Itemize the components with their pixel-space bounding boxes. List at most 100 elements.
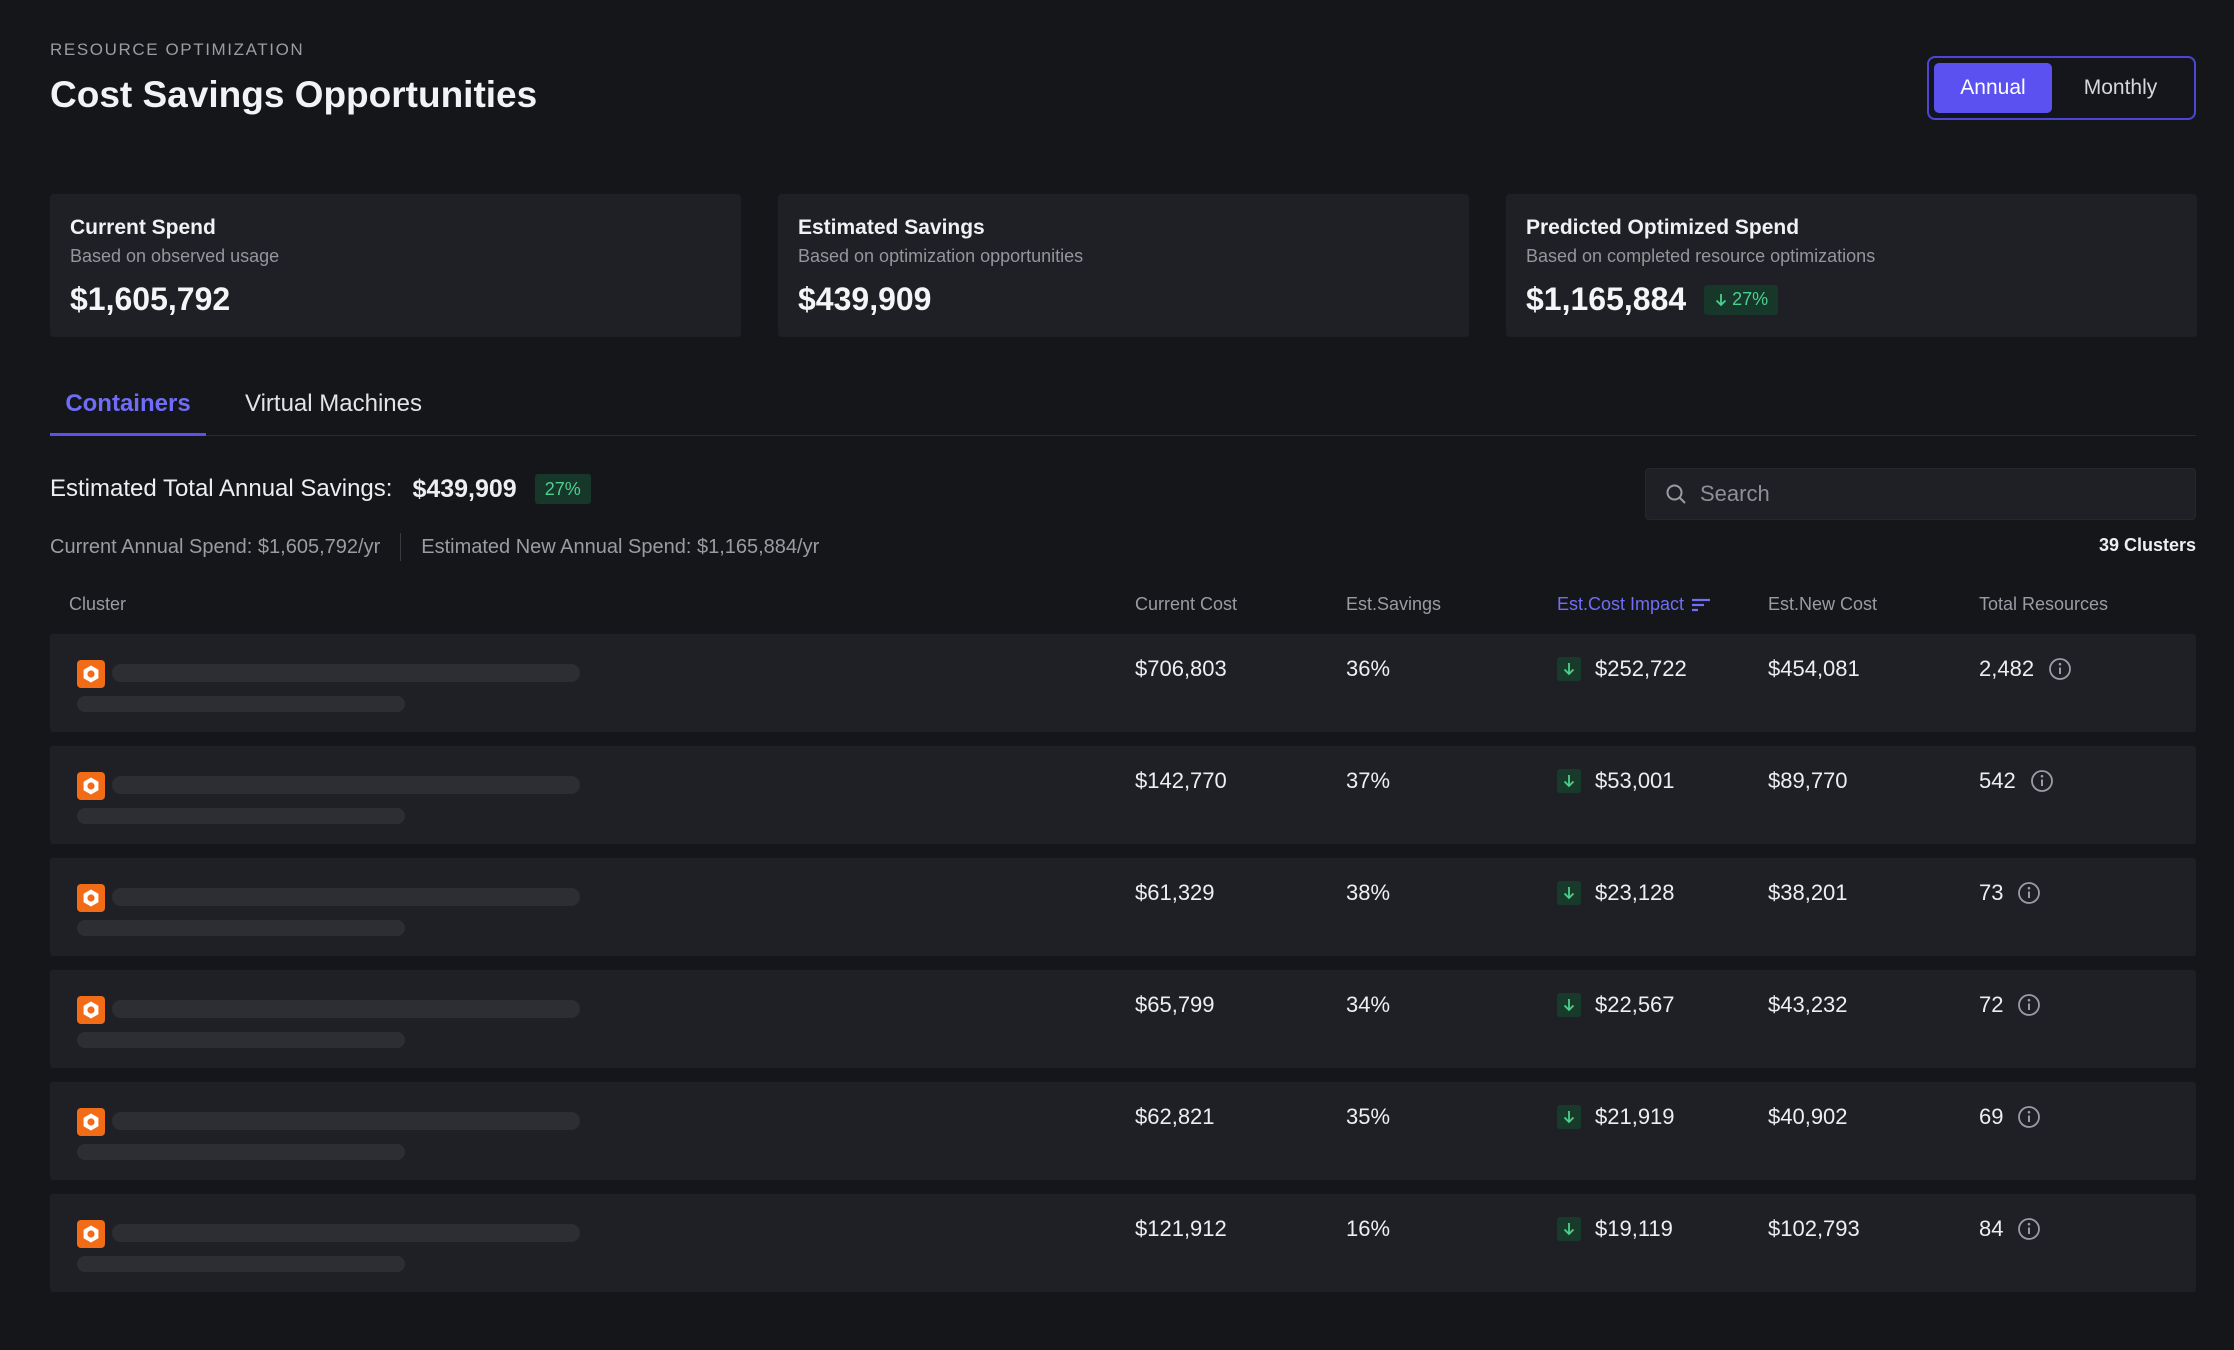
- arrow-down-icon: [1563, 999, 1575, 1012]
- impact-down-chip: [1557, 657, 1581, 681]
- impact-value: $53,001: [1595, 768, 1675, 793]
- resources-value: 73: [1979, 880, 2004, 905]
- card-title: Estimated Savings: [798, 216, 985, 239]
- cluster-icon: [77, 996, 105, 1024]
- total-savings-label: Estimated Total Annual Savings:: [50, 475, 393, 502]
- current-annual-spend: Current Annual Spend: $1,605,792/yr: [50, 535, 381, 558]
- impact-value: $22,567: [1595, 992, 1675, 1017]
- sort-descending-icon: [1692, 598, 1711, 611]
- current-cost-cell: $65,799: [1135, 992, 1215, 1017]
- column-header-est-cost-impact[interactable]: Est.Cost Impact: [1557, 594, 1712, 615]
- spend-summary: Current Annual Spend: $1,605,792/yr Esti…: [50, 533, 819, 561]
- current-cost-cell: $706,803: [1135, 656, 1227, 681]
- column-header-current-cost[interactable]: Current Cost: [1135, 594, 1238, 614]
- impact-down-chip: [1557, 1217, 1581, 1241]
- est-new-cost-cell: $89,770: [1768, 768, 1848, 793]
- cluster-icon: [77, 660, 105, 688]
- resources-value: 542: [1979, 768, 2016, 793]
- card-value: $1,165,884 27%: [1526, 281, 2177, 318]
- table-row[interactable]: $62,821 35% $21,919 $40,902 69: [50, 1082, 2196, 1180]
- current-cost-cell: $142,770: [1135, 768, 1227, 793]
- tab-containers[interactable]: Containers: [50, 380, 206, 436]
- table-row[interactable]: $121,912 16% $19,119 $102,793 84: [50, 1194, 2196, 1292]
- cluster-name-placeholder: [112, 1000, 580, 1018]
- column-header-cluster[interactable]: Cluster: [69, 594, 127, 614]
- cluster-detail-placeholder: [77, 696, 405, 712]
- new-annual-spend: Estimated New Annual Spend: $1,165,884/y…: [421, 535, 820, 558]
- card-title: Current Spend: [70, 216, 216, 239]
- total-resources-cell: 72: [1979, 992, 2041, 1018]
- info-icon[interactable]: [2017, 1105, 2041, 1129]
- gear-icon: [83, 1225, 99, 1243]
- impact-value: $23,128: [1595, 880, 1675, 905]
- search-box: [1645, 468, 2196, 520]
- card-value-text: $439,909: [798, 281, 932, 317]
- period-toggle: Annual Monthly: [1927, 56, 2196, 120]
- card-value: $1,605,792: [70, 281, 721, 318]
- gear-icon: [83, 1113, 99, 1131]
- impact-down-chip: [1557, 881, 1581, 905]
- total-resources-cell: 84: [1979, 1216, 2041, 1242]
- table-row[interactable]: $142,770 37% $53,001 $89,770 542: [50, 746, 2196, 844]
- table-row[interactable]: $61,329 38% $23,128 $38,201 73: [50, 858, 2196, 956]
- est-cost-impact-cell: $19,119: [1557, 1216, 1673, 1242]
- tab-virtual-machines[interactable]: Virtual Machines: [245, 390, 422, 417]
- est-new-cost-cell: $43,232: [1768, 992, 1848, 1017]
- table-row[interactable]: $65,799 34% $22,567 $43,232 72: [50, 970, 2196, 1068]
- search-input[interactable]: [1700, 481, 2180, 507]
- monthly-toggle-button[interactable]: Monthly: [2083, 76, 2158, 99]
- total-resources-cell: 542: [1979, 768, 2054, 794]
- total-savings-badge: 27%: [534, 474, 591, 504]
- total-resources-cell: 2,482: [1979, 656, 2072, 682]
- annual-toggle-button[interactable]: Annual: [1934, 63, 2052, 113]
- card-value-text: $1,165,884: [1526, 281, 1687, 317]
- cluster-icon: [77, 1220, 105, 1248]
- total-resources-cell: 69: [1979, 1104, 2041, 1130]
- card-subtitle: Based on observed usage: [70, 246, 280, 266]
- info-icon[interactable]: [2048, 657, 2072, 681]
- card-value: $439,909: [798, 281, 1449, 318]
- column-header-est-new-cost[interactable]: Est.New Cost: [1768, 594, 1878, 614]
- cluster-name-placeholder: [112, 776, 580, 794]
- column-header-est-savings[interactable]: Est.Savings: [1346, 594, 1442, 614]
- estimated-savings-card: Estimated Savings Based on optimization …: [778, 194, 1469, 337]
- card-subtitle: Based on optimization opportunities: [798, 246, 1084, 266]
- info-icon[interactable]: [2030, 769, 2054, 793]
- info-icon[interactable]: [2017, 1217, 2041, 1241]
- cluster-detail-placeholder: [77, 1256, 405, 1272]
- est-savings-cell: 16%: [1346, 1216, 1391, 1241]
- gear-icon: [83, 665, 99, 683]
- card-title: Predicted Optimized Spend: [1526, 216, 1800, 239]
- search-icon: [1666, 484, 1686, 504]
- cluster-name-placeholder: [112, 664, 580, 682]
- cluster-detail-placeholder: [77, 1144, 405, 1160]
- cluster-name-placeholder: [112, 1224, 580, 1242]
- reduction-badge: 27%: [1704, 284, 1779, 315]
- arrow-down-icon: [1563, 1223, 1575, 1236]
- summary-divider: [400, 533, 402, 561]
- cluster-detail-placeholder: [77, 1032, 405, 1048]
- arrow-down-icon: [1563, 1111, 1575, 1124]
- column-header-total-resources[interactable]: Total Resources: [1979, 594, 2109, 614]
- resources-value: 2,482: [1979, 656, 2035, 681]
- est-new-cost-cell: $102,793: [1768, 1216, 1860, 1241]
- gear-icon: [83, 777, 99, 795]
- column-header-est-cost-impact-label: Est.Cost Impact: [1557, 594, 1685, 614]
- cluster-icon: [77, 772, 105, 800]
- est-new-cost-cell: $454,081: [1768, 656, 1860, 681]
- info-icon[interactable]: [2017, 881, 2041, 905]
- page-title: Cost Savings Opportunities: [50, 74, 538, 115]
- resource-tabs: Containers Virtual Machines: [50, 380, 2196, 436]
- impact-down-chip: [1557, 769, 1581, 793]
- cluster-name-placeholder: [112, 1112, 580, 1130]
- total-savings-summary: Estimated Total Annual Savings: $439,909…: [50, 472, 591, 506]
- page-overline: RESOURCE OPTIMIZATION: [50, 40, 305, 59]
- est-cost-impact-cell: $22,567: [1557, 992, 1675, 1018]
- impact-down-chip: [1557, 993, 1581, 1017]
- impact-value: $21,919: [1595, 1104, 1675, 1129]
- est-cost-impact-cell: $21,919: [1557, 1104, 1675, 1130]
- table-row[interactable]: $706,803 36% $252,722 $454,081 2,482: [50, 634, 2196, 732]
- info-icon[interactable]: [2017, 993, 2041, 1017]
- table-header: Cluster Current Cost Est.Savings Est.Cos…: [50, 590, 2196, 620]
- arrow-down-icon: [1563, 775, 1575, 788]
